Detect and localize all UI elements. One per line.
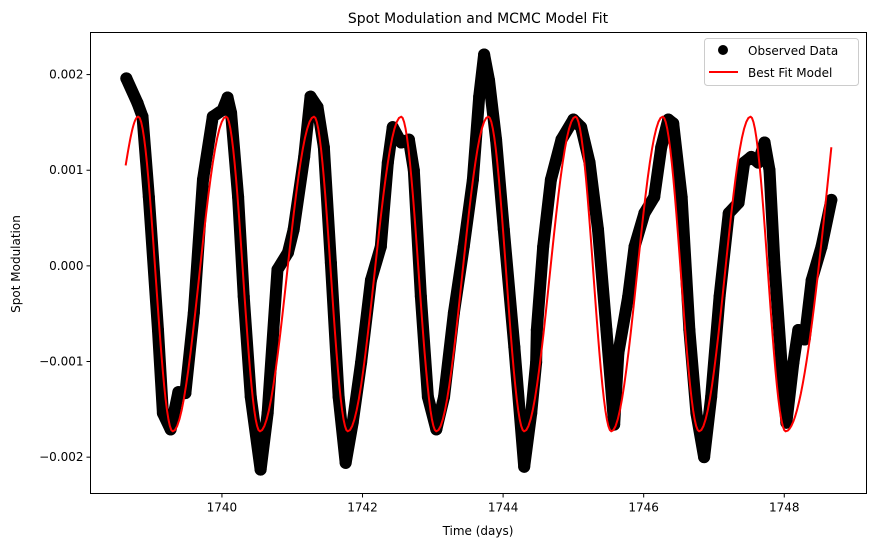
observed-data-point [752, 156, 765, 169]
legend-observed-marker [718, 45, 728, 55]
observed-data-point [287, 223, 300, 236]
observed-data-point [583, 156, 596, 169]
observed-data-point [798, 333, 811, 346]
observed-data-point [339, 456, 352, 469]
observed-data-point [131, 97, 144, 110]
legend-model-label: Best Fit Model [748, 66, 832, 80]
observed-data-point [537, 240, 550, 253]
x-axis-label: Time (days) [442, 524, 514, 538]
observed-data-point [332, 390, 345, 403]
observed-data-point [473, 90, 486, 103]
observed-data-point [225, 106, 238, 119]
observed-data-point [600, 323, 613, 336]
chart-title: Spot Modulation and MCMC Model Fit [348, 11, 609, 27]
y-tick-label: 0.001 [49, 163, 83, 177]
x-tick-label: 1746 [628, 501, 659, 515]
observed-data-point [483, 74, 496, 87]
observed-data-point [805, 274, 818, 287]
observed-data-point [402, 133, 415, 146]
observed-data-point [763, 164, 776, 177]
y-tick-label: 0.000 [49, 259, 83, 273]
observed-data-point [612, 346, 625, 359]
observed-data-point [120, 72, 133, 85]
x-tick-label: 1740 [207, 501, 238, 515]
observed-data-point [271, 263, 284, 276]
observed-data-point [792, 323, 805, 336]
observed-data-point [282, 246, 295, 259]
legend: Observed Data Best Fit Model [704, 38, 859, 86]
legend-observed-label: Observed Data [748, 44, 838, 58]
observed-data-point [768, 257, 781, 269]
observed-data-point [151, 323, 164, 336]
observed-data-point [622, 290, 635, 303]
axes-frame [90, 32, 867, 494]
x-tick-label: 1748 [769, 501, 800, 515]
observed-data-point [698, 451, 711, 464]
observed-data-point [508, 341, 521, 354]
observed-data-point [775, 356, 788, 369]
x-tick-label: 1742 [347, 501, 378, 515]
observed-data-point [156, 407, 169, 420]
x-axis: 1740 1742 1744 1746 1748 [207, 493, 800, 515]
observed-data-point [667, 117, 680, 130]
observed-data-point [478, 48, 491, 61]
observed-data-point [591, 223, 604, 236]
plot-area [120, 48, 838, 476]
observed-data-point [311, 101, 324, 114]
x-tick-label: 1744 [488, 501, 519, 515]
observed-data-point [722, 207, 735, 220]
observed-data-point [490, 133, 503, 146]
observed-data-point [787, 356, 800, 369]
observed-data-point [254, 463, 267, 476]
y-tick-label: 0.002 [49, 68, 83, 82]
observed-data-point [206, 110, 219, 123]
observed-data-point [457, 240, 470, 253]
observed-data-point [648, 191, 661, 204]
observed-data-point [187, 306, 200, 319]
observed-data-point [530, 323, 543, 336]
observed-data-point [758, 136, 771, 149]
legend-box [704, 38, 859, 86]
observed-data-point [655, 141, 668, 154]
observed-data-point [221, 91, 234, 104]
observed-data-point [555, 133, 568, 146]
observed-data-point [142, 191, 155, 204]
y-axis: −0.002 −0.001 0.000 0.001 0.002 [39, 68, 91, 464]
observed-data-point [304, 90, 317, 103]
observed-data-point [732, 196, 745, 209]
observed-data-point [628, 240, 641, 253]
observed-data-point [244, 390, 257, 403]
y-axis-label: Spot Modulation [9, 215, 23, 313]
observed-data-point [675, 191, 688, 204]
observed-data-point [544, 173, 557, 186]
best-fit-model-line [124, 115, 833, 433]
observed-data-point [825, 193, 838, 206]
y-tick-label: −0.002 [39, 450, 83, 464]
y-tick-label: −0.001 [39, 355, 83, 369]
observed-data-point [196, 173, 209, 186]
observed-data-point [518, 460, 531, 473]
